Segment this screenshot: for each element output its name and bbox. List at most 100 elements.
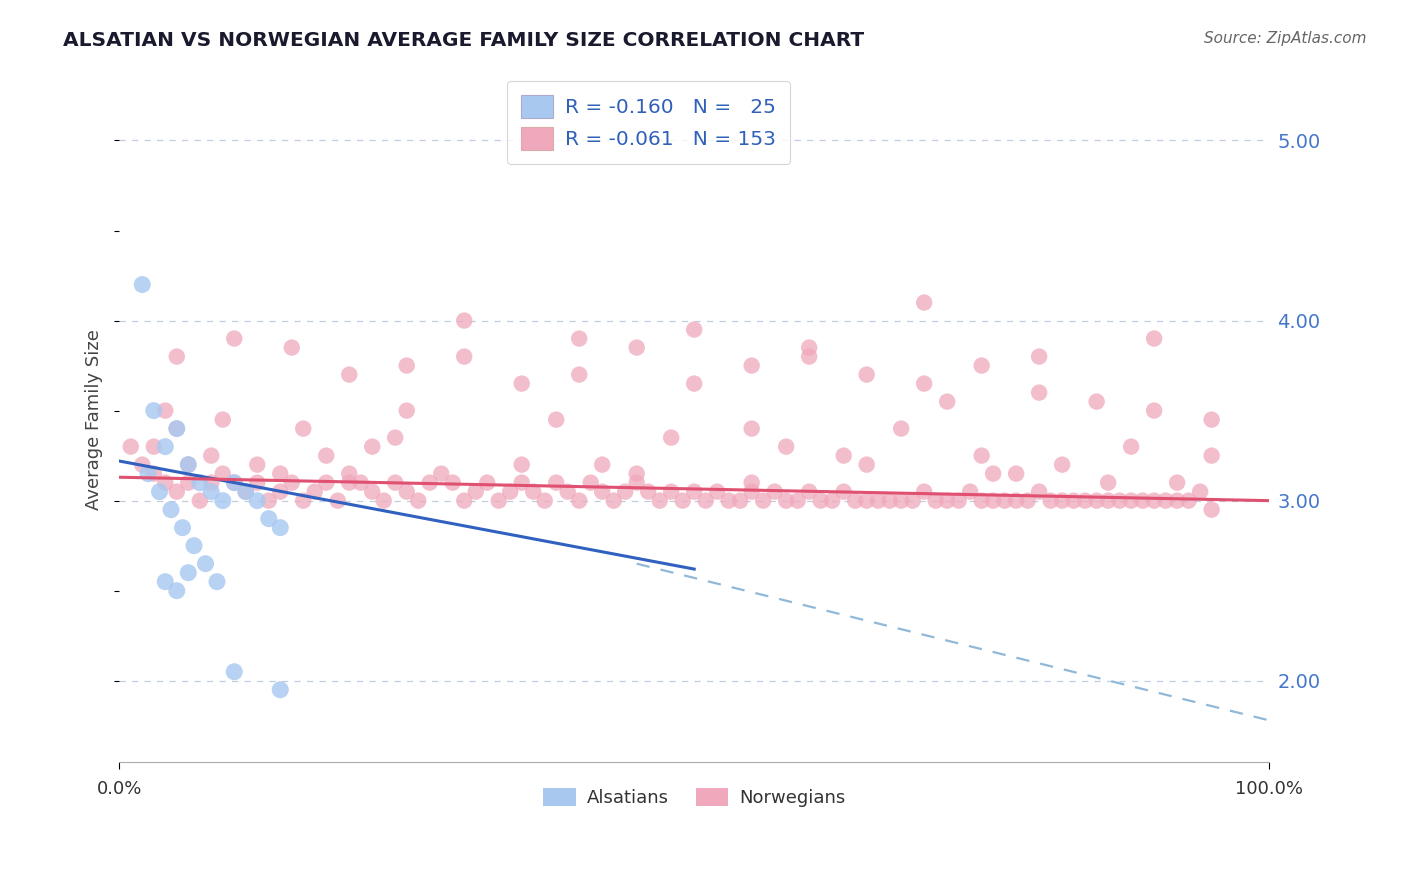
Point	[890, 493, 912, 508]
Point	[568, 368, 591, 382]
Point	[810, 493, 832, 508]
Point	[177, 458, 200, 472]
Point	[166, 422, 188, 436]
Point	[510, 458, 533, 472]
Point	[269, 484, 291, 499]
Point	[1005, 467, 1028, 481]
Point	[855, 368, 877, 382]
Point	[269, 682, 291, 697]
Point	[741, 359, 763, 373]
Point	[1177, 493, 1199, 508]
Point	[177, 475, 200, 490]
Point	[1028, 350, 1050, 364]
Point	[1189, 484, 1212, 499]
Point	[832, 484, 855, 499]
Point	[224, 475, 246, 490]
Text: ALSATIAN VS NORWEGIAN AVERAGE FAMILY SIZE CORRELATION CHART: ALSATIAN VS NORWEGIAN AVERAGE FAMILY SIZ…	[63, 31, 865, 50]
Point	[188, 475, 211, 490]
Point	[546, 412, 568, 426]
Point	[281, 475, 304, 490]
Point	[533, 493, 555, 508]
Point	[142, 440, 165, 454]
Point	[337, 475, 360, 490]
Point	[855, 458, 877, 472]
Text: Source: ZipAtlas.com: Source: ZipAtlas.com	[1204, 31, 1367, 46]
Point	[981, 493, 1004, 508]
Point	[477, 475, 499, 490]
Point	[395, 484, 418, 499]
Point	[626, 467, 648, 481]
Point	[188, 493, 211, 508]
Point	[901, 493, 924, 508]
Point	[292, 422, 315, 436]
Point	[1154, 493, 1177, 508]
Point	[568, 493, 591, 508]
Point	[430, 467, 453, 481]
Point	[741, 422, 763, 436]
Point	[1050, 458, 1073, 472]
Point	[1201, 412, 1223, 426]
Point	[1143, 493, 1166, 508]
Y-axis label: Average Family Size: Average Family Size	[86, 329, 103, 510]
Point	[246, 493, 269, 508]
Point	[131, 277, 153, 292]
Point	[177, 566, 200, 580]
Point	[1143, 332, 1166, 346]
Point	[315, 449, 337, 463]
Point	[224, 475, 246, 490]
Point	[832, 449, 855, 463]
Point	[155, 440, 177, 454]
Point	[648, 493, 671, 508]
Point	[166, 583, 188, 598]
Point	[1166, 475, 1188, 490]
Point	[1132, 493, 1154, 508]
Point	[200, 449, 222, 463]
Point	[281, 341, 304, 355]
Point	[683, 376, 706, 391]
Point	[948, 493, 970, 508]
Point	[235, 484, 257, 499]
Point	[246, 458, 269, 472]
Point	[683, 322, 706, 336]
Point	[441, 475, 464, 490]
Point	[799, 341, 821, 355]
Point	[142, 467, 165, 481]
Point	[591, 484, 613, 499]
Point	[269, 467, 291, 481]
Point	[522, 484, 544, 499]
Point	[683, 484, 706, 499]
Point	[1201, 449, 1223, 463]
Point	[1085, 394, 1108, 409]
Point	[395, 359, 418, 373]
Point	[453, 313, 475, 327]
Point	[557, 484, 579, 499]
Point	[695, 493, 717, 508]
Point	[786, 493, 808, 508]
Point	[1201, 502, 1223, 516]
Point	[1166, 493, 1188, 508]
Point	[936, 394, 959, 409]
Point	[177, 458, 200, 472]
Point	[799, 350, 821, 364]
Point	[166, 422, 188, 436]
Point	[1121, 440, 1143, 454]
Point	[626, 475, 648, 490]
Point	[155, 475, 177, 490]
Point	[659, 484, 682, 499]
Point	[315, 475, 337, 490]
Point	[406, 493, 429, 508]
Point	[384, 431, 406, 445]
Point	[211, 412, 233, 426]
Point	[326, 493, 349, 508]
Point	[211, 493, 233, 508]
Point	[172, 521, 194, 535]
Point	[1121, 493, 1143, 508]
Point	[120, 440, 142, 454]
Point	[361, 484, 384, 499]
Point	[1085, 493, 1108, 508]
Point	[384, 475, 406, 490]
Point	[912, 295, 935, 310]
Point	[361, 440, 384, 454]
Point	[706, 484, 728, 499]
Point	[912, 484, 935, 499]
